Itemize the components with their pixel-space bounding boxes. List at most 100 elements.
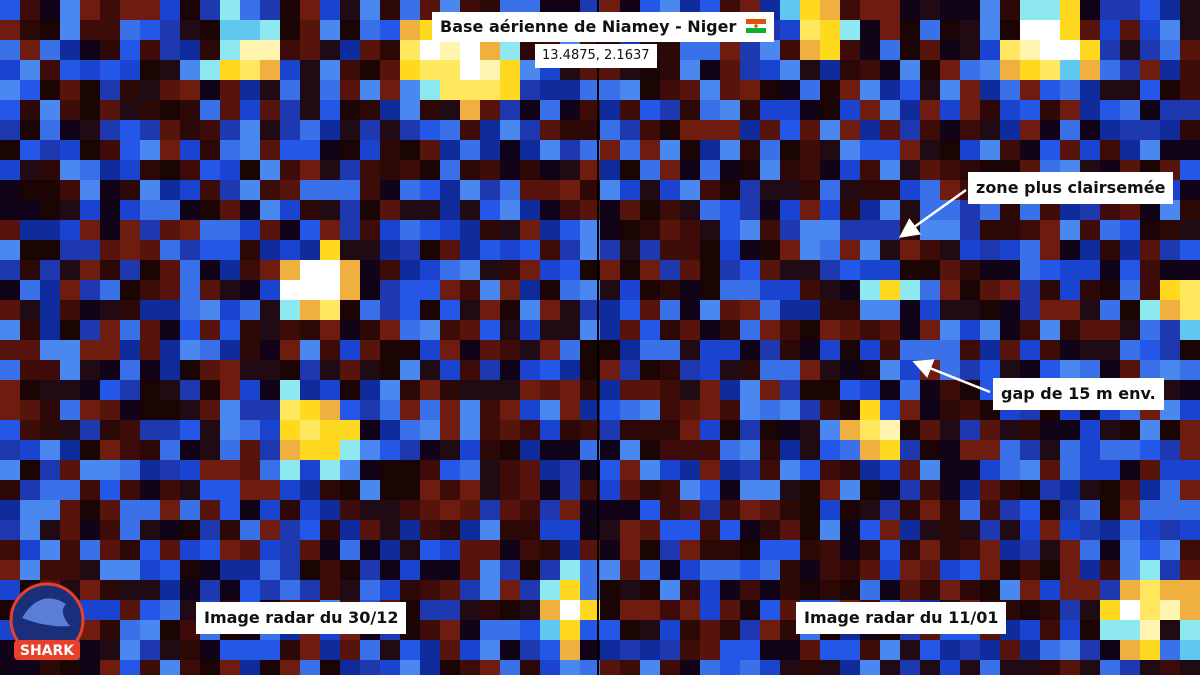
pixel <box>260 120 280 140</box>
pixel <box>400 220 420 240</box>
pixel <box>1180 580 1200 600</box>
pixel <box>40 440 60 460</box>
pixel <box>420 160 440 180</box>
pixel <box>240 400 260 420</box>
pixel <box>960 560 980 580</box>
pixel <box>240 340 260 360</box>
pixel <box>900 140 920 160</box>
pixel <box>300 580 320 600</box>
pixel <box>700 140 720 160</box>
pixel <box>800 200 820 220</box>
pixel <box>320 400 340 420</box>
pixel <box>720 520 740 540</box>
pixel <box>200 220 220 240</box>
pixel <box>180 580 200 600</box>
pixel <box>600 600 620 620</box>
pixel <box>400 480 420 500</box>
pixel <box>480 620 500 640</box>
pixel <box>80 480 100 500</box>
pixel <box>160 340 180 360</box>
pixel <box>300 420 320 440</box>
pixel <box>800 640 820 660</box>
pixel <box>600 580 620 600</box>
pixel <box>460 220 480 240</box>
title: Base aérienne de Niamey - Niger <box>432 12 774 42</box>
pixel <box>380 640 400 660</box>
pixel <box>540 140 560 160</box>
pixel <box>580 640 600 660</box>
pixel <box>1040 580 1060 600</box>
pixel <box>600 640 620 660</box>
pixel <box>760 220 780 240</box>
pixel <box>1040 480 1060 500</box>
pixel <box>160 40 180 60</box>
pixel <box>940 320 960 340</box>
pixel <box>260 340 280 360</box>
pixel <box>940 560 960 580</box>
pixel <box>0 440 20 460</box>
pixel <box>900 580 920 600</box>
pixel <box>960 460 980 480</box>
pixel <box>1180 560 1200 580</box>
pixel <box>560 400 580 420</box>
pixel <box>440 380 460 400</box>
pixel <box>360 200 380 220</box>
pixel <box>640 360 660 380</box>
pixel <box>260 180 280 200</box>
pixel <box>780 580 800 600</box>
pixel <box>560 500 580 520</box>
pixel <box>880 540 900 560</box>
pixel <box>600 380 620 400</box>
pixel <box>740 620 760 640</box>
pixel <box>200 380 220 400</box>
pixel <box>880 40 900 60</box>
pixel <box>140 40 160 60</box>
pixel <box>340 240 360 260</box>
pixel <box>700 540 720 560</box>
pixel <box>780 460 800 480</box>
pixel <box>700 260 720 280</box>
pixel <box>1040 40 1060 60</box>
pixel <box>480 380 500 400</box>
pixel <box>780 80 800 100</box>
pixel <box>340 500 360 520</box>
pixel <box>600 120 620 140</box>
pixel <box>240 520 260 540</box>
pixel <box>280 320 300 340</box>
pixel <box>1120 220 1140 240</box>
pixel <box>20 400 40 420</box>
pixel <box>380 360 400 380</box>
pixel <box>240 240 260 260</box>
pixel <box>240 660 260 675</box>
pixel <box>200 60 220 80</box>
pixel <box>800 660 820 675</box>
pixel <box>1020 520 1040 540</box>
pixel <box>120 580 140 600</box>
pixel <box>1040 220 1060 240</box>
pixel <box>1000 320 1020 340</box>
pixel <box>1040 0 1060 20</box>
pixel <box>340 480 360 500</box>
pixel <box>820 380 840 400</box>
pixel <box>700 100 720 120</box>
pixel <box>720 80 740 100</box>
pixel <box>540 520 560 540</box>
pixel <box>140 240 160 260</box>
pixel <box>580 460 600 480</box>
pixel <box>140 380 160 400</box>
pixel <box>460 60 480 80</box>
pixel <box>120 440 140 460</box>
pixel <box>180 280 200 300</box>
logo: SHARK <box>9 582 85 660</box>
pixel <box>780 140 800 160</box>
pixel <box>220 320 240 340</box>
pixel <box>900 160 920 180</box>
pixel <box>660 500 680 520</box>
pixel <box>1140 220 1160 240</box>
pixel <box>1080 240 1100 260</box>
pixel <box>820 660 840 675</box>
pixel <box>780 200 800 220</box>
pixel <box>680 240 700 260</box>
pixel <box>1140 120 1160 140</box>
pixel <box>180 120 200 140</box>
